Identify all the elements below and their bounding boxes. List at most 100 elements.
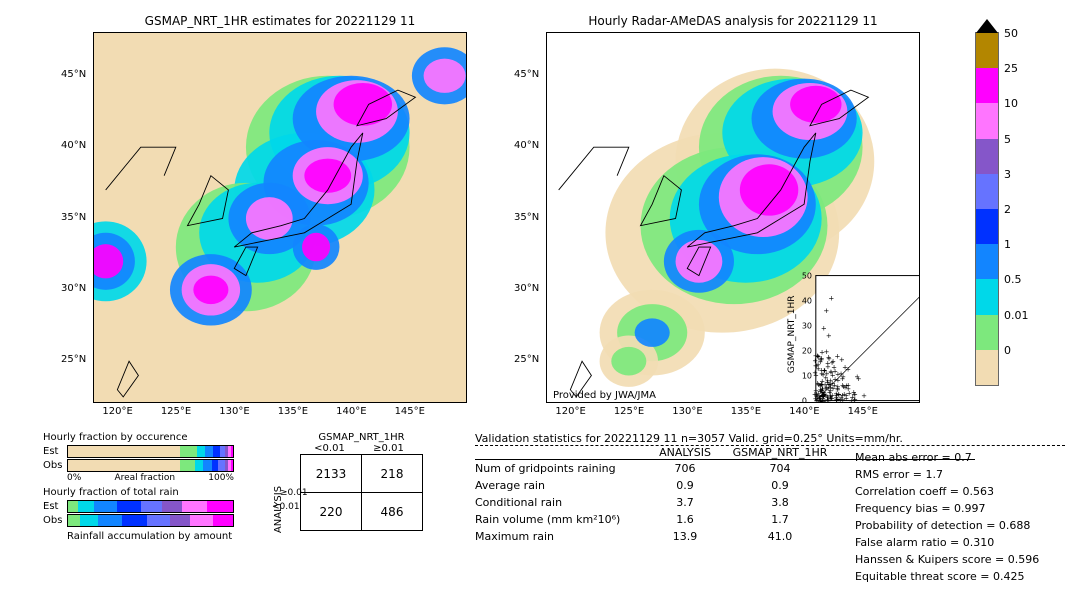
stats-title: Validation statistics for 20221129 11 n=…	[475, 432, 1065, 446]
stats-gsmap-val: 1.7	[725, 511, 835, 528]
left-map	[93, 32, 467, 403]
ytick-label: 45°N	[61, 69, 86, 80]
rain-colorbar: 50251053210.50.010	[975, 32, 999, 386]
svg-text:+: +	[824, 379, 830, 387]
fraction-segment	[207, 501, 233, 512]
stats-right-metric: Frequency bias = 0.997	[855, 500, 1039, 517]
svg-text:50: 50	[802, 272, 812, 281]
colorbar-segment	[976, 33, 998, 68]
svg-text:+: +	[854, 373, 860, 381]
validation-stats: Validation statistics for 20221129 11 n=…	[475, 432, 1065, 545]
svg-text:+: +	[819, 367, 825, 375]
contingency-cell-00: 2133	[301, 455, 362, 493]
ytick-label: 25°N	[61, 354, 86, 365]
ytick-label: 45°N	[514, 69, 539, 80]
stats-analysis-val: 13.9	[645, 528, 725, 545]
fraction-segment	[117, 501, 140, 512]
fraction-bar-label: Est	[43, 446, 67, 457]
fraction-segment	[68, 446, 180, 457]
fraction-bar-label: Obs	[43, 460, 67, 471]
fraction-segment	[182, 501, 207, 512]
stats-gsmap-val: 41.0	[725, 528, 835, 545]
fraction-segment	[212, 460, 219, 471]
colorbar-segment	[976, 103, 998, 138]
contingency-cell-11: 486	[362, 493, 423, 531]
stats-right-metric: Equitable threat score = 0.425	[855, 568, 1039, 585]
fraction-segment	[170, 515, 190, 526]
stats-right-metric: RMS error = 1.7	[855, 466, 1039, 483]
fraction-segment	[68, 501, 78, 512]
svg-text:+: +	[812, 369, 818, 377]
fraction-bar-row: Est	[43, 500, 234, 513]
fraction-segment	[218, 460, 225, 471]
stats-metric-name: Conditional rain	[475, 494, 645, 511]
stats-right-metric: Mean abs error = 0.7	[855, 449, 1039, 466]
xtick-label: 140°E	[336, 406, 366, 417]
colorbar-tick: 10	[1004, 97, 1018, 110]
left-map-title: GSMAP_NRT_1HR estimates for 20221129 11	[93, 14, 467, 28]
fraction-bar-label: Obs	[43, 515, 67, 526]
colorbar-segment	[976, 139, 998, 174]
occurrence-axis: 0% Areal fraction 100%	[67, 473, 234, 483]
fraction-segment	[205, 446, 213, 457]
contingency-table: GSMAP_NRT_1HR <0.01 ≥0.01 ANALYSIS ≥0.01…	[280, 432, 423, 531]
svg-text:20: 20	[802, 347, 812, 356]
fraction-segment	[197, 446, 205, 457]
xtick-label: 125°E	[614, 406, 644, 417]
ytick-label: 40°N	[61, 140, 86, 151]
fraction-bar-row: Est	[43, 445, 234, 458]
fraction-bar-row: Obs	[43, 459, 234, 472]
ytick-label: 35°N	[61, 212, 86, 223]
svg-text:+: +	[817, 387, 823, 395]
axis-left: 0%	[67, 473, 81, 483]
stats-right-metric: Hanssen & Kuipers score = 0.596	[855, 551, 1039, 568]
fraction-segment	[98, 515, 123, 526]
stats-analysis-val: 3.7	[645, 494, 725, 511]
colorbar-tick: 25	[1004, 62, 1018, 75]
contingency-cell-10: 220	[301, 493, 362, 531]
contingency-col-title: GSMAP_NRT_1HR	[300, 432, 423, 443]
stats-hdr-0	[475, 446, 645, 459]
stats-gsmap-val: 0.9	[725, 477, 835, 494]
colorbar-tick: 5	[1004, 133, 1011, 146]
stats-metric-name: Average rain	[475, 477, 645, 494]
xtick-label: 120°E	[555, 406, 585, 417]
fraction-segment	[190, 515, 213, 526]
colorbar-tick: 1	[1004, 238, 1011, 251]
fraction-segment	[68, 515, 80, 526]
stats-metric-name: Num of gridpoints raining	[475, 460, 645, 477]
ytick-label: 30°N	[61, 283, 86, 294]
colorbar-segment	[976, 279, 998, 314]
xtick-label: 135°E	[278, 406, 308, 417]
stats-gsmap-val: 704	[725, 460, 835, 477]
fraction-segment	[78, 501, 95, 512]
axis-title: Areal fraction	[114, 473, 175, 483]
fraction-segment	[141, 501, 162, 512]
colorbar-segment	[976, 174, 998, 209]
colorbar-overflow-arrow	[976, 19, 998, 33]
colorbar-tick: 0	[1004, 344, 1011, 357]
svg-text:+: +	[826, 332, 832, 340]
colorbar-tick: 50	[1004, 27, 1018, 40]
ytick-label: 30°N	[514, 283, 539, 294]
colorbar-segment	[976, 209, 998, 244]
svg-text:+: +	[861, 392, 867, 400]
xtick-label: 130°E	[672, 406, 702, 417]
stats-gsmap-val: 3.8	[725, 494, 835, 511]
svg-text:GSMAP_NRT_1HR: GSMAP_NRT_1HR	[787, 295, 797, 373]
svg-text:40: 40	[802, 297, 812, 306]
xtick-label: 140°E	[789, 406, 819, 417]
xtick-label: 120°E	[102, 406, 132, 417]
svg-text:+: +	[830, 358, 836, 366]
colorbar-segment	[976, 350, 998, 385]
fraction-segment	[162, 501, 182, 512]
fraction-segment	[231, 446, 233, 457]
stats-right-metrics: Mean abs error = 0.7RMS error = 1.7Corre…	[855, 449, 1039, 585]
ytick-label: 35°N	[514, 212, 539, 223]
svg-text:+: +	[828, 392, 834, 400]
fraction-bars-section: Hourly fraction by occurence EstObs 0% A…	[43, 428, 234, 544]
fraction-segment	[213, 446, 220, 457]
contingency-cell-01: 218	[362, 455, 423, 493]
stats-right-metric: False alarm ratio = 0.310	[855, 534, 1039, 551]
stats-hdr-1: ANALYSIS	[645, 446, 725, 459]
